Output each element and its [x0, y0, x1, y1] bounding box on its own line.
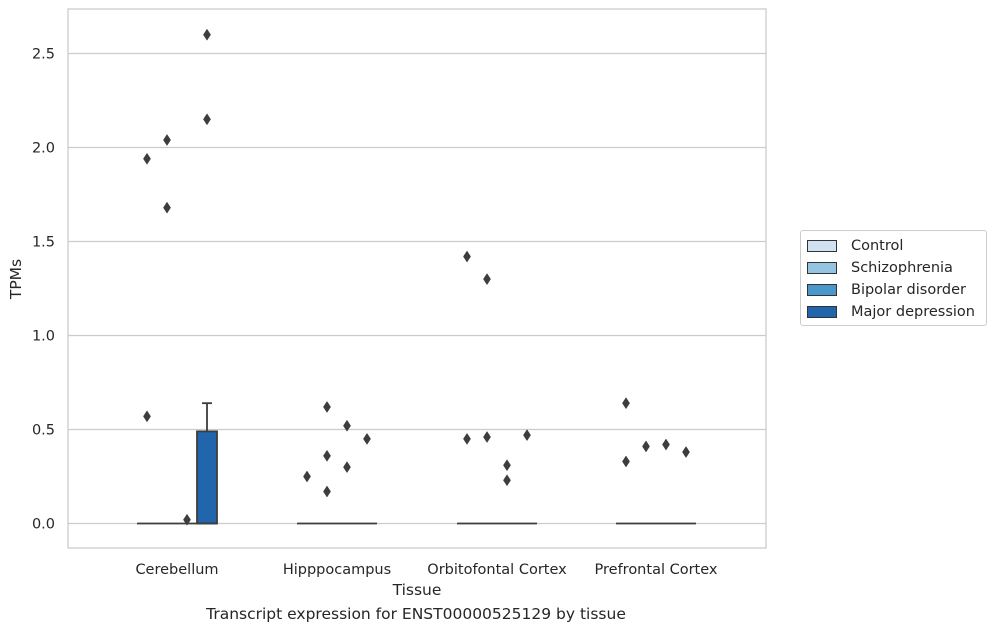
- outliers: [143, 28, 690, 526]
- boxes: [137, 402, 696, 525]
- outlier-major-depression-orbitofontal-cortex: [523, 429, 531, 442]
- legend-label-bipolar-disorder: Bipolar disorder: [851, 282, 966, 298]
- outlier-schizophrenia-orbitofontal-cortex: [483, 431, 491, 443]
- y-axis-label: TPMs: [7, 259, 25, 300]
- legend-swatch-control: [807, 240, 837, 252]
- outlier-bipolar-disorder-hipppocampus: [343, 419, 351, 432]
- y-tick-label: 2.5: [32, 47, 55, 63]
- outlier-schizophrenia-prefrontal-cortex: [642, 440, 650, 453]
- outlier-control-orbitofontal-cortex: [463, 250, 471, 263]
- y-tick-label: 1.5: [32, 235, 55, 251]
- outlier-schizophrenia-cerebellum: [163, 134, 171, 146]
- outlier-major-depression-cerebellum: [203, 28, 211, 41]
- legend-swatch-bipolar-disorder: [807, 284, 837, 296]
- outlier-major-depression-hipppocampus: [363, 432, 371, 445]
- legend-item-schizophrenia: Schizophrenia: [807, 259, 953, 277]
- x-tick-labels: Cerebellum Hipppocampus Orbitofontal Corte…: [135, 562, 717, 578]
- legend-swatch-major-depression: [807, 306, 837, 318]
- outlier-schizophrenia-orbitofontal-cortex: [483, 273, 491, 286]
- legend-item-bipolar-disorder: Bipolar disorder: [807, 281, 966, 299]
- outlier-schizophrenia-hipppocampus: [323, 449, 331, 462]
- box-major-depression-cerebellum: [196, 430, 218, 525]
- x-axis-label: Tissue: [392, 581, 442, 599]
- outlier-bipolar-disorder-hipppocampus: [343, 461, 351, 474]
- x-tick-label-hipppocampus: Hipppocampus: [283, 562, 391, 578]
- legend-label-schizophrenia: Schizophrenia: [851, 260, 953, 276]
- outlier-bipolar-disorder-cerebellum: [183, 513, 191, 526]
- plot-frame: [67, 8, 767, 549]
- chart-caption: Transcript expression for ENST0000052512…: [206, 605, 626, 623]
- x-tick-label-cerebellum: Cerebellum: [135, 562, 218, 578]
- outlier-control-prefrontal-cortex: [622, 455, 630, 468]
- y-tick-label: 2.0: [32, 141, 55, 157]
- grid-lines: [68, 52, 766, 525]
- outlier-schizophrenia-hipppocampus: [323, 485, 331, 498]
- legend-item-major-depression: Major depression: [807, 303, 975, 321]
- outlier-bipolar-disorder-orbitofontal-cortex: [503, 459, 511, 472]
- y-tick-label: 0.5: [32, 423, 55, 439]
- legend-label-major-depression: Major depression: [851, 304, 975, 320]
- outlier-control-hipppocampus: [303, 470, 311, 483]
- outlier-control-cerebellum: [143, 410, 151, 423]
- outlier-schizophrenia-cerebellum: [163, 201, 171, 214]
- outlier-major-depression-prefrontal-cortex: [682, 446, 690, 459]
- legend-label-control: Control: [851, 238, 904, 254]
- x-tick-label-prefrontal-cortex: Prefrontal Cortex: [595, 562, 718, 578]
- y-tick-label: 0.0: [32, 517, 55, 533]
- outlier-control-prefrontal-cortex: [622, 397, 630, 410]
- outlier-major-depression-cerebellum: [203, 113, 211, 126]
- legend-swatch-schizophrenia: [807, 262, 837, 274]
- outlier-control-orbitofontal-cortex: [463, 432, 471, 445]
- legend: Control Schizophrenia Bipolar disorder M…: [800, 230, 987, 326]
- x-tick-label-orbitofontal-cortex: Orbitofontal Cortex: [427, 562, 567, 578]
- outlier-schizophrenia-hipppocampus: [323, 400, 331, 413]
- outlier-bipolar-disorder-prefrontal-cortex: [662, 438, 670, 451]
- outlier-bipolar-disorder-orbitofontal-cortex: [503, 474, 511, 487]
- y-tick-label: 1.0: [32, 329, 55, 345]
- y-tick-labels: 0.0 0.5 1.0 1.5 2.0 2.5: [32, 47, 55, 533]
- outlier-control-cerebellum: [143, 152, 151, 165]
- legend-item-control: Control: [807, 237, 903, 255]
